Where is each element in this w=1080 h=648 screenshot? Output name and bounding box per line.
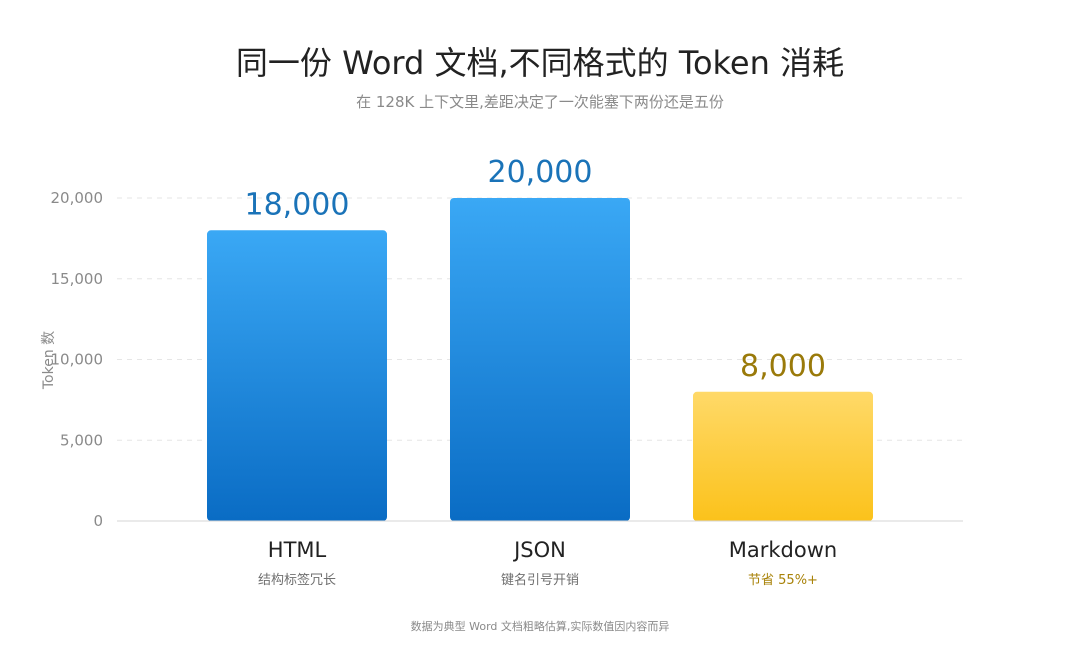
footnote: 数据为典型 Word 文档粗略估算,实际数值因内容而异 <box>410 620 670 633</box>
category-label: HTML <box>268 538 327 562</box>
bar-html <box>207 230 387 522</box>
chart-subtitle: 在 128K 上下文里,差距决定了一次能塞下两份还是五份 <box>356 93 724 111</box>
bars <box>207 198 873 522</box>
y-tick-label: 20,000 <box>51 189 104 207</box>
category-label: JSON <box>512 538 566 562</box>
category-label: Markdown <box>729 538 837 562</box>
value-label: 20,000 <box>488 155 593 190</box>
y-tick-label: 15,000 <box>51 270 104 288</box>
category-note: 键名引号开销 <box>501 572 579 588</box>
value-labels: 18,000 20,000 8,000 <box>245 155 826 384</box>
value-label: 8,000 <box>740 349 826 384</box>
y-tick-label: 5,000 <box>60 431 103 449</box>
category-note: 结构标签冗长 <box>258 572 336 588</box>
chart-title: 同一份 Word 文档,不同格式的 Token 消耗 <box>235 44 845 82</box>
category-labels: HTML 结构标签冗长 JSON 键名引号开销 Markdown 节省 55%+ <box>258 538 837 588</box>
y-tick-label: 0 <box>93 512 103 530</box>
category-note: 节省 55%+ <box>748 573 818 588</box>
y-tick-label: 10,000 <box>51 351 104 369</box>
bar-json <box>450 198 630 521</box>
value-label: 18,000 <box>245 187 350 222</box>
bar-markdown <box>693 391 873 521</box>
y-tick-labels: 0 5,000 10,000 15,000 20,000 <box>51 189 104 530</box>
y-axis-label: Token 数 <box>41 331 57 390</box>
